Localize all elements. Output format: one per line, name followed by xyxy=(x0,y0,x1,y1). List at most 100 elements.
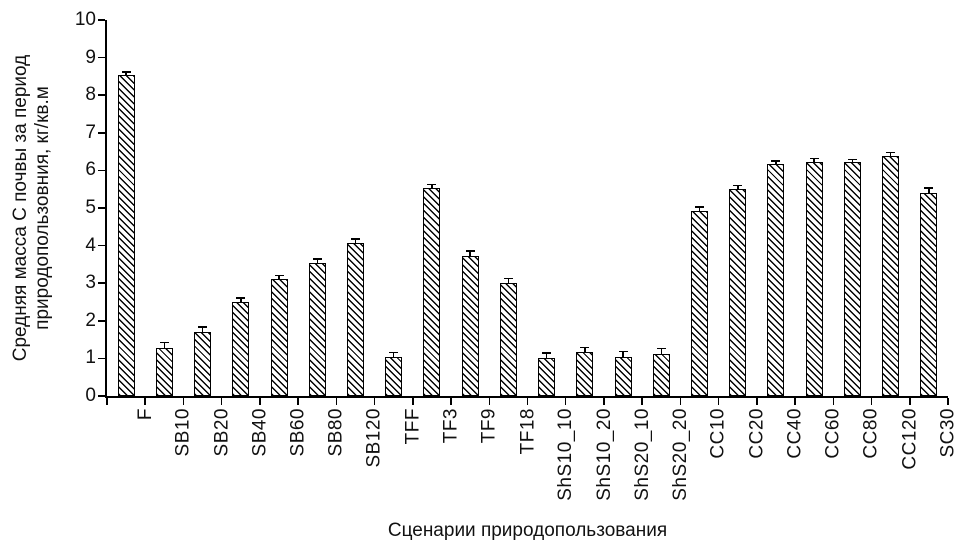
x-category-label-SB10: SB10 xyxy=(172,408,194,457)
x-tick-mark xyxy=(144,398,146,405)
error-bar-cap-TFF xyxy=(389,351,399,354)
x-tick-mark xyxy=(259,398,261,405)
error-bar-cap-CC20 xyxy=(733,184,743,187)
x-tick-mark xyxy=(717,398,720,405)
error-bar-stem-TF9 xyxy=(469,251,471,257)
x-category-label-SC30: SC30 xyxy=(937,408,955,458)
x-category-label-SB40: SB40 xyxy=(249,408,271,457)
x-tick-mark xyxy=(947,398,949,405)
x-category-label-CC80: CC80 xyxy=(860,408,882,459)
bar-TF9 xyxy=(461,256,479,396)
x-tick-mark xyxy=(526,398,529,405)
bar-ShS10_20 xyxy=(576,352,594,396)
error-bar-cap-CC40 xyxy=(771,160,781,162)
x-category-label-ShS20_10: ShS20_10 xyxy=(631,408,653,501)
error-bar-cap-SB60 xyxy=(274,274,284,277)
error-bar-stem-SB10 xyxy=(163,342,166,349)
x-tick-mark xyxy=(756,398,758,405)
x-category-label-CC20: CC20 xyxy=(746,408,768,459)
error-bar-cap-SB120 xyxy=(350,238,360,240)
error-bar-stem-F xyxy=(125,71,127,75)
bar-CC80 xyxy=(843,161,861,396)
error-bar-cap-CC10 xyxy=(695,206,705,208)
x-category-label-F: F xyxy=(134,408,156,421)
error-bar-stem-SB20 xyxy=(201,327,204,333)
error-bar-stem-TF18 xyxy=(507,278,510,284)
y-tick-label: 0 xyxy=(85,385,96,406)
bar-CC120 xyxy=(882,155,900,396)
y-tick-mark xyxy=(98,395,105,397)
x-category-label-SB120: SB120 xyxy=(363,408,385,468)
x-category-label-CC10: CC10 xyxy=(708,408,730,459)
bar-SB10 xyxy=(155,348,173,396)
x-tick-mark xyxy=(450,398,452,405)
x-category-label-TF3: TF3 xyxy=(440,408,462,444)
x-category-label-TF18: TF18 xyxy=(516,408,538,455)
error-bar-stem-CC120 xyxy=(889,152,892,156)
y-tick-mark xyxy=(98,282,105,284)
error-bar-stem-SB60 xyxy=(278,275,280,280)
x-category-label-CC40: CC40 xyxy=(784,408,806,459)
y-tick-mark xyxy=(98,357,105,360)
bar-SC30 xyxy=(920,192,938,396)
y-tick-label: 9 xyxy=(85,46,96,68)
x-category-label-CC60: CC60 xyxy=(822,408,844,459)
error-bar-cap-ShS20_20 xyxy=(656,347,666,350)
bar-TFF xyxy=(385,357,403,396)
error-bar-cap-ShS10_10 xyxy=(542,352,552,354)
error-bar-cap-ShS20_10 xyxy=(618,350,628,353)
error-bar-cap-TF9 xyxy=(465,250,475,252)
error-bar-cap-CC80 xyxy=(847,158,857,161)
y-tick-label: 1 xyxy=(85,347,96,369)
x-tick-mark xyxy=(603,398,605,405)
error-bar-stem-TF3 xyxy=(431,184,433,189)
x-axis-title: Сценарии природопользования xyxy=(387,520,668,541)
error-bar-cap-CC60 xyxy=(809,157,819,160)
x-tick-mark xyxy=(832,398,835,405)
error-bar-stem-SB40 xyxy=(240,297,242,303)
x-category-label-ShS10_20: ShS10_20 xyxy=(593,408,615,501)
y-tick-label: 8 xyxy=(85,84,96,106)
bar-ShS20_20 xyxy=(652,354,670,396)
bar-SB80 xyxy=(308,263,326,396)
y-tick-mark xyxy=(98,169,105,172)
error-bar-cap-TF3 xyxy=(427,183,437,186)
error-bar-stem-TFF xyxy=(392,352,395,358)
x-tick-mark xyxy=(488,398,491,405)
x-tick-mark xyxy=(297,398,299,405)
x-category-label-SB80: SB80 xyxy=(325,408,347,457)
error-bar-stem-ShS20_10 xyxy=(622,351,624,358)
error-bar-cap-SB80 xyxy=(312,258,322,260)
y-tick-label: 7 xyxy=(85,121,96,143)
x-tick-mark xyxy=(412,398,414,405)
x-category-label-SB60: SB60 xyxy=(287,408,309,457)
error-bar-cap-ShS10_20 xyxy=(580,346,590,349)
bar-ShS10_10 xyxy=(538,358,556,396)
error-bar-cap-SB20 xyxy=(198,326,208,328)
y-tick-mark xyxy=(98,320,105,322)
error-bar-cap-SB10 xyxy=(159,341,169,344)
error-bar-stem-ShS10_10 xyxy=(545,352,548,359)
y-tick-label: 6 xyxy=(85,159,96,181)
error-bar-stem-ShS10_20 xyxy=(584,347,586,353)
error-bar-stem-CC80 xyxy=(851,159,854,162)
x-tick-mark xyxy=(679,398,682,405)
y-tick-label: 10 xyxy=(74,9,96,30)
error-bar-stem-CC10 xyxy=(698,207,701,211)
bar-F xyxy=(117,74,135,396)
x-category-label-TFF: TFF xyxy=(402,408,424,445)
y-tick-label: 5 xyxy=(85,197,96,218)
bar-TF18 xyxy=(499,283,517,396)
y-tick-mark xyxy=(98,56,105,59)
bar-ShS20_10 xyxy=(614,357,632,396)
x-tick-mark xyxy=(106,398,108,405)
bar-CC40 xyxy=(767,164,785,396)
error-bar-stem-SB120 xyxy=(354,239,357,243)
bar-TF3 xyxy=(423,188,441,396)
error-bar-stem-CC20 xyxy=(737,185,739,189)
error-bar-stem-SB80 xyxy=(316,258,318,264)
y-tick-mark xyxy=(98,94,105,96)
x-tick-mark xyxy=(335,398,338,405)
error-bar-stem-SC30 xyxy=(928,188,930,193)
